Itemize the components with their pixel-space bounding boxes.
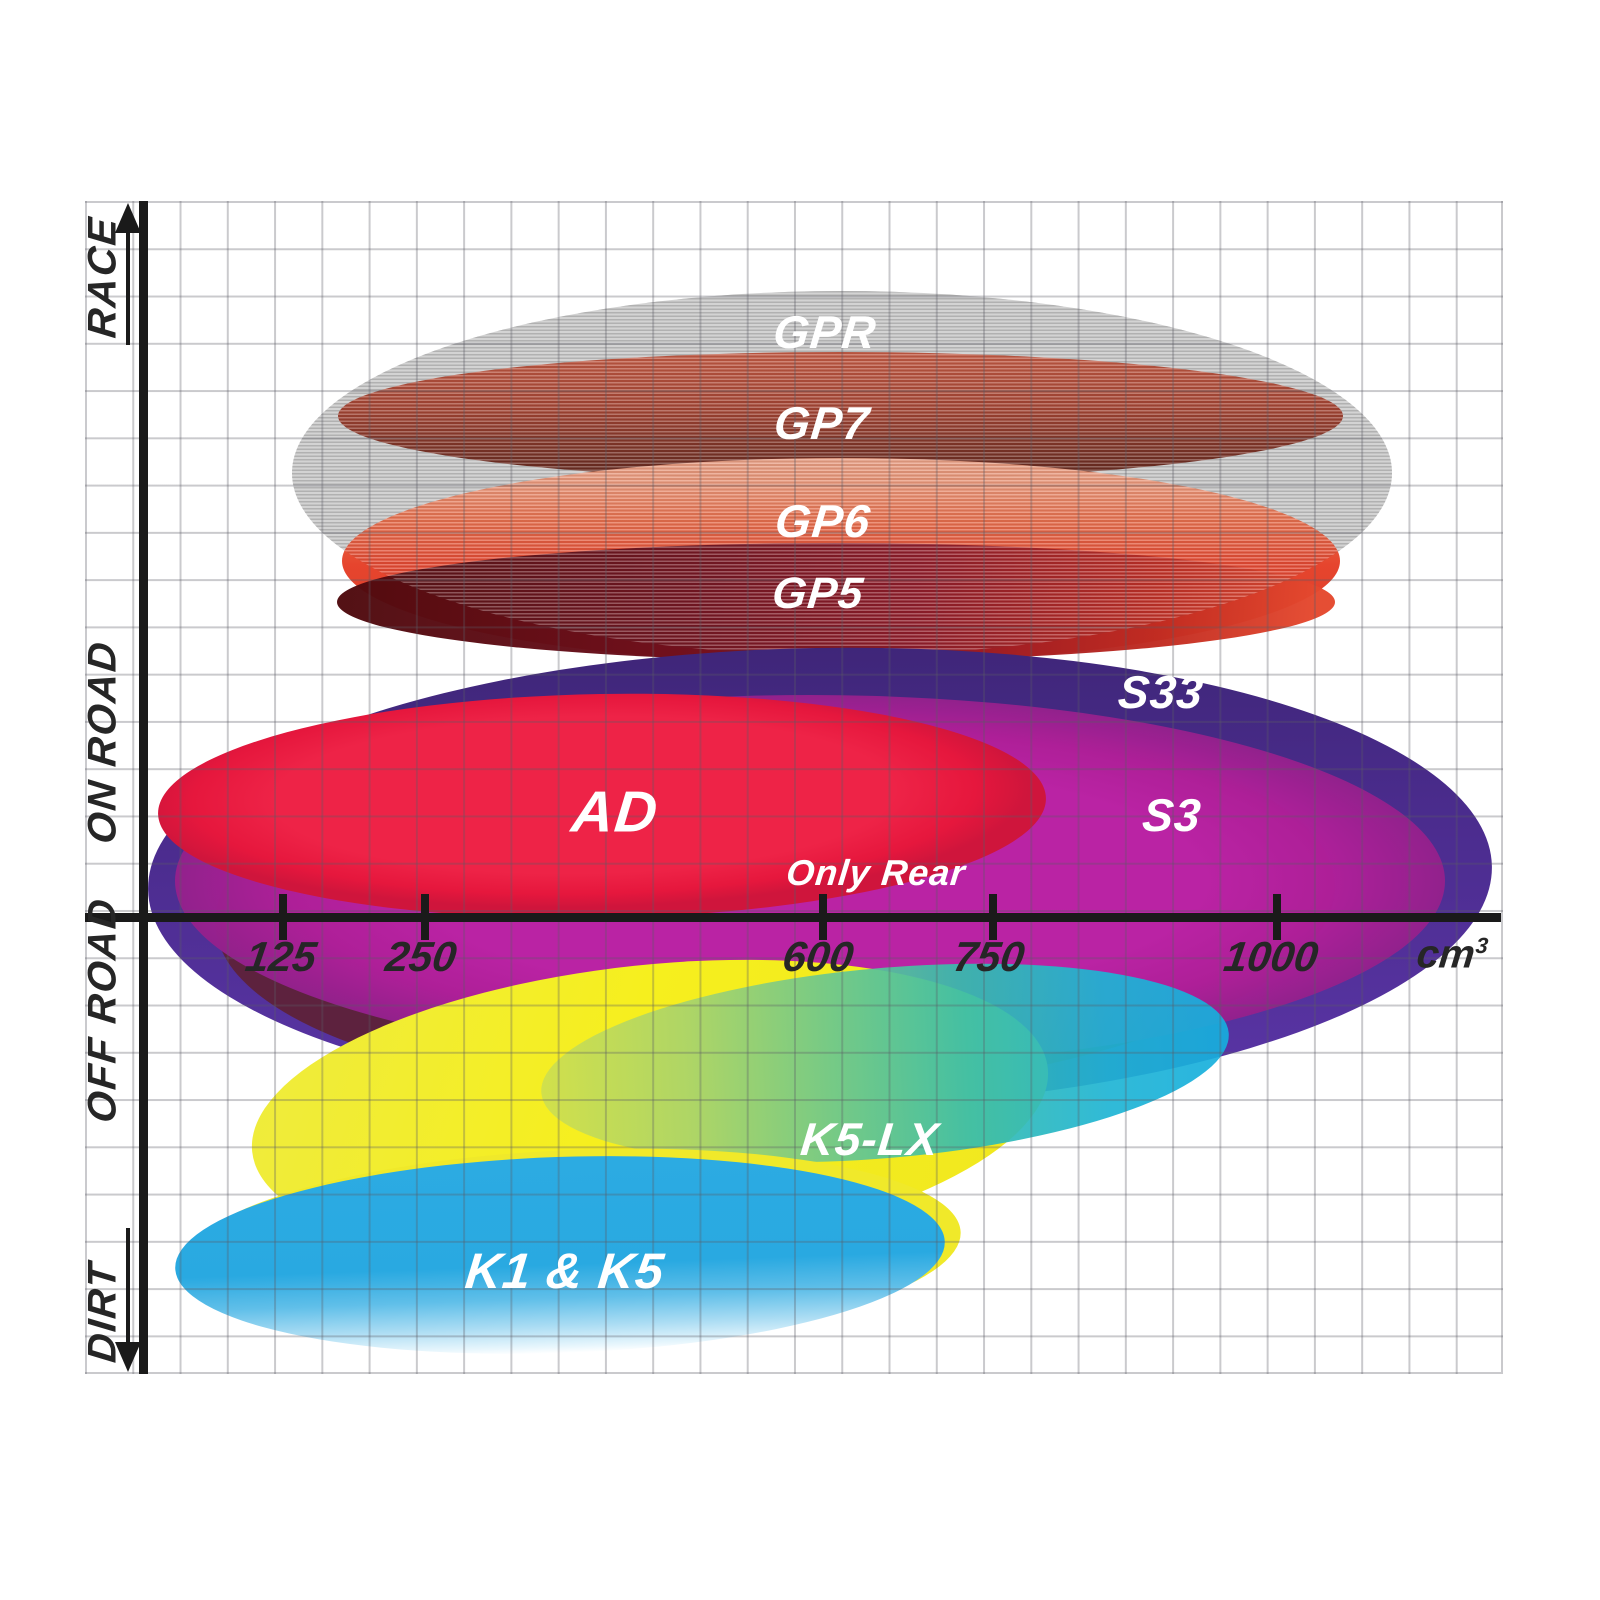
zone-label-offroad: OFF ROAD xyxy=(80,895,125,1125)
x-tick-label-1000: 1000 xyxy=(1221,933,1322,980)
x-axis-line xyxy=(85,913,1501,922)
region-gp5-ellipse xyxy=(337,543,1335,661)
zone-label-onroad: ON ROAD xyxy=(80,638,125,846)
race-arrow-line xyxy=(126,230,130,345)
label-only-rear: Only Rear xyxy=(784,852,968,893)
label-k5lx: K5-LX xyxy=(798,1113,942,1165)
label-gp5: GP5 xyxy=(769,569,867,618)
label-ad: AD xyxy=(568,779,662,845)
x-tick-1000 xyxy=(1273,894,1281,940)
x-axis-unit-label: cm3 xyxy=(1415,933,1490,978)
label-s3: S3 xyxy=(1140,789,1204,841)
x-tick-750 xyxy=(989,894,997,940)
unit-cm: cm xyxy=(1414,932,1478,977)
x-tick-label-125: 125 xyxy=(242,933,320,980)
x-tick-125 xyxy=(279,894,287,940)
x-tick-250 xyxy=(421,894,429,940)
label-gp7: GP7 xyxy=(771,397,873,449)
gpr-hatch-overlay xyxy=(292,291,1392,655)
label-gpr: GPR xyxy=(770,306,880,358)
y-axis-line xyxy=(139,201,148,1374)
label-gp6: GP6 xyxy=(772,495,874,547)
x-tick-label-250: 250 xyxy=(382,933,460,980)
dirt-arrow-down-icon xyxy=(115,1342,141,1372)
label-k1k5: K1 & K5 xyxy=(462,1243,668,1299)
x-tick-label-750: 750 xyxy=(950,933,1028,980)
unit-exponent: 3 xyxy=(1474,933,1490,959)
x-tick-label-600: 600 xyxy=(779,933,857,980)
x-tick-600 xyxy=(819,894,827,940)
race-arrow-up-icon xyxy=(115,203,141,233)
label-s33: S33 xyxy=(1115,666,1207,718)
dirt-arrow-line xyxy=(126,1228,130,1344)
